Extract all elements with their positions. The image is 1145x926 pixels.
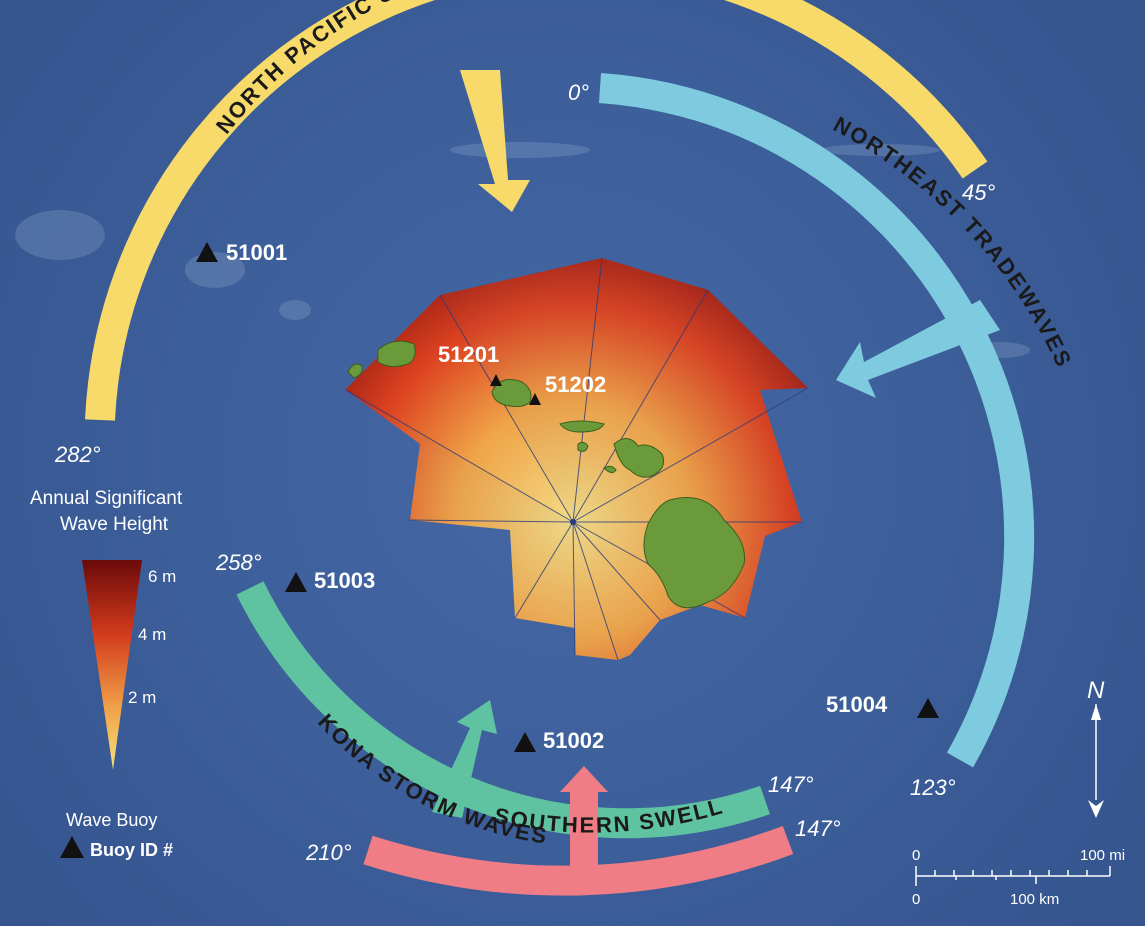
- buoy-triangle: [917, 698, 939, 718]
- deg-label-147-south: 147°: [795, 816, 841, 841]
- legend-tick-2m: 2 m: [128, 688, 156, 707]
- deg-label-123: 123°: [910, 775, 956, 800]
- buoy-triangle: [514, 732, 536, 752]
- buoy-id: 51002: [543, 728, 604, 753]
- north-arrow-tail: [1088, 800, 1104, 818]
- north-pacific-arc: [85, 0, 988, 421]
- legend: Annual Significant Wave Height 6 m 4 m 2…: [30, 488, 183, 860]
- hawaiian-islands: [347, 340, 746, 609]
- scale-bar: 0 100 mi 0 100 km: [912, 847, 1125, 908]
- buoy-51002: 51002: [514, 728, 604, 753]
- buoy-51003: 51003: [285, 568, 375, 593]
- island-maui: [613, 438, 665, 478]
- scale-mi-zero: 0: [912, 847, 920, 864]
- scale-mi-max: 100 mi: [1080, 847, 1125, 864]
- buoy-markers: 51001 51201 51202 51003 51002 51004: [196, 240, 939, 753]
- buoy-triangle: [196, 242, 218, 262]
- buoy-triangle: [529, 393, 541, 405]
- wave-rose-center: [570, 519, 576, 525]
- deg-label-147-kona: 147°: [768, 772, 814, 797]
- deg-label-258: 258°: [215, 550, 262, 575]
- deg-label-282: 282°: [54, 442, 101, 467]
- southern-arrow: [560, 766, 608, 880]
- island-molokai: [559, 420, 605, 433]
- legend-buoy-title: Wave Buoy: [66, 810, 157, 830]
- island-hawaii: [643, 497, 746, 609]
- legend-buoy-triangle: [60, 836, 84, 858]
- buoy-triangle: [285, 572, 307, 592]
- legend-wave-height-ramp: [82, 560, 142, 770]
- buoy-51004: 51004: [826, 692, 939, 718]
- legend-title-line2: Wave Height: [60, 514, 169, 535]
- north-arrow: N: [1087, 677, 1105, 818]
- buoy-triangle: [490, 374, 502, 386]
- legend-tick-6m: 6 m: [148, 567, 176, 586]
- legend-tick-4m: 4 m: [138, 625, 166, 644]
- north-pacific-arrow: [460, 70, 530, 212]
- deg-label-0: 0°: [568, 80, 589, 105]
- deg-label-210: 210°: [305, 840, 352, 865]
- scale-km-max: 100 km: [1010, 891, 1059, 908]
- northeast-arrow: [836, 300, 1000, 398]
- island-kauai: [377, 340, 416, 368]
- buoy-id: 51202: [545, 372, 606, 397]
- kona-arrow: [432, 700, 497, 818]
- island-niihau: [347, 363, 363, 379]
- island-lanai: [577, 441, 589, 452]
- deg-label-45: 45°: [962, 180, 995, 205]
- scale-km-zero: 0: [912, 891, 920, 908]
- buoy-51001: 51001: [196, 240, 287, 265]
- southern-arc: [363, 825, 794, 896]
- island-oahu: [491, 379, 532, 407]
- legend-title-line1: Annual Significant: [30, 488, 183, 509]
- north-symbol: N: [1087, 677, 1105, 704]
- buoy-id: 51201: [438, 342, 499, 367]
- island-kahoolawe: [603, 465, 617, 474]
- buoy-id: 51001: [226, 240, 287, 265]
- buoy-51202: 51202: [529, 372, 606, 405]
- buoy-id: 51004: [826, 692, 888, 717]
- legend-buoy-label: Buoy ID #: [90, 840, 173, 860]
- buoy-id: 51003: [314, 568, 375, 593]
- buoy-51201: 51201: [438, 342, 502, 386]
- north-arrow-head: [1091, 704, 1101, 720]
